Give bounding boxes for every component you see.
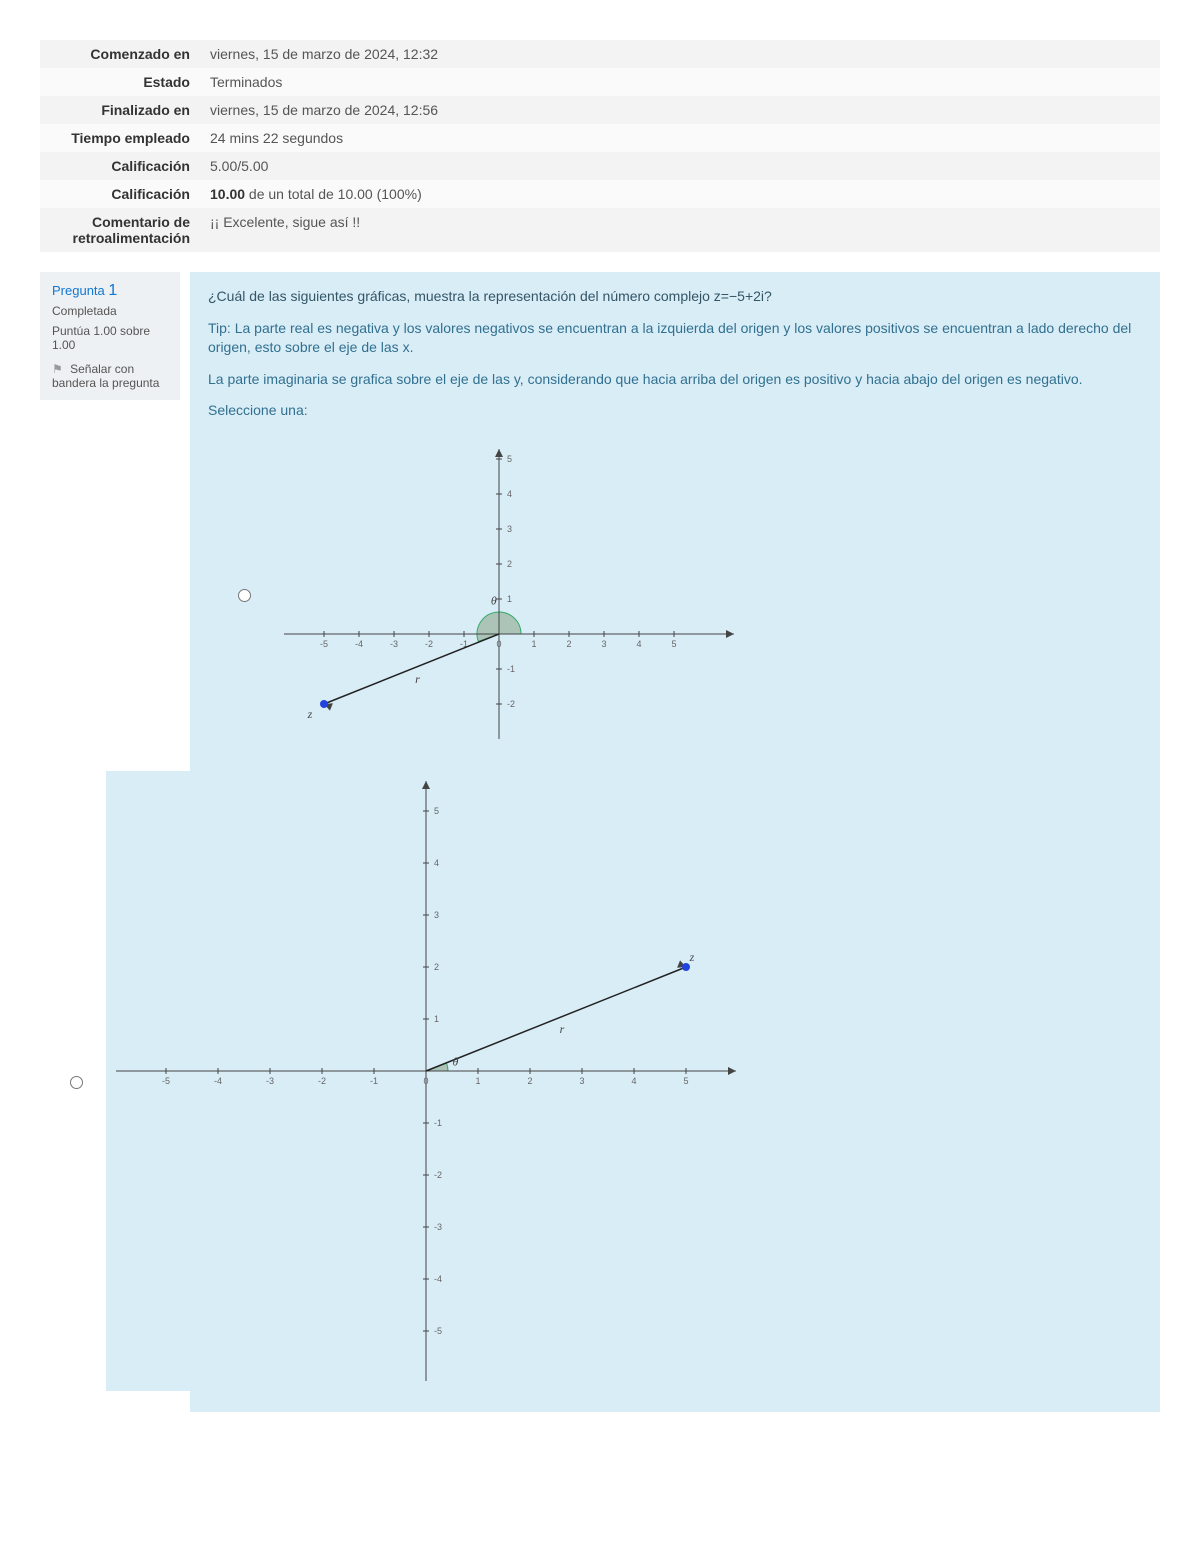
svg-text:-5: -5 xyxy=(162,1076,170,1086)
svg-text:4: 4 xyxy=(434,858,439,868)
question-grade: Puntúa 1.00 sobre 1.00 xyxy=(52,324,168,352)
svg-text:z: z xyxy=(307,707,313,721)
question-state: Completada xyxy=(52,304,168,318)
svg-text:-3: -3 xyxy=(266,1076,274,1086)
svg-text:-3: -3 xyxy=(434,1222,442,1232)
svg-text:θ: θ xyxy=(491,593,497,607)
svg-text:2: 2 xyxy=(434,962,439,972)
summary-label: Calificación xyxy=(40,180,200,208)
summary-label: Finalizado en xyxy=(40,96,200,124)
summary-label: Tiempo empleado xyxy=(40,124,200,152)
question-tip-1: Tip: La parte real es negativa y los val… xyxy=(208,319,1142,358)
svg-text:0: 0 xyxy=(423,1076,428,1086)
question-content: ¿Cuál de las siguientes gráficas, muestr… xyxy=(190,272,1160,1412)
svg-text:3: 3 xyxy=(579,1076,584,1086)
flag-icon: ⚑ xyxy=(52,362,63,376)
svg-text:4: 4 xyxy=(636,639,641,649)
summary-feedback-row: Comentario de retroalimentación¡¡ Excele… xyxy=(40,208,1160,252)
summary-value: 24 mins 22 segundos xyxy=(200,124,1160,152)
svg-text:5: 5 xyxy=(671,639,676,649)
summary-value: viernes, 15 de marzo de 2024, 12:32 xyxy=(200,40,1160,68)
option-b-radio[interactable] xyxy=(70,1076,83,1089)
chart-b-svg: -5 -4 -3 -2 -1 0 1 2 3 4 5 -5 -4 -3 -2 -1 1 2 3 4 5 θ r z xyxy=(106,771,746,1391)
attempt-summary-table: Comenzado enviernes, 15 de marzo de 2024… xyxy=(40,40,1160,252)
summary-label: Estado xyxy=(40,68,200,96)
svg-text:5: 5 xyxy=(434,806,439,816)
svg-text:-1: -1 xyxy=(507,664,515,674)
summary-label: Calificación xyxy=(40,152,200,180)
summary-value: 10.00 de un total de 10.00 (100%) xyxy=(200,180,1160,208)
svg-text:z: z xyxy=(689,950,695,964)
question-number-value: 1 xyxy=(108,282,117,299)
svg-text:-2: -2 xyxy=(318,1076,326,1086)
svg-text:3: 3 xyxy=(434,910,439,920)
svg-text:-5: -5 xyxy=(434,1326,442,1336)
summary-row: Comenzado enviernes, 15 de marzo de 2024… xyxy=(40,40,1160,68)
svg-text:-5: -5 xyxy=(320,639,328,649)
select-one-label: Seleccione una: xyxy=(208,401,1142,421)
svg-text:1: 1 xyxy=(531,639,536,649)
svg-text:-2: -2 xyxy=(507,699,515,709)
svg-text:-1: -1 xyxy=(370,1076,378,1086)
summary-label: Comentario de retroalimentación xyxy=(40,208,200,252)
question-number: Pregunta 1 xyxy=(52,282,168,300)
svg-text:r: r xyxy=(415,672,420,686)
option-b-row: -5 -4 -3 -2 -1 0 1 2 3 4 5 -5 -4 -3 -2 -1 1 2 3 4 5 θ r z xyxy=(40,765,1142,1397)
svg-text:2: 2 xyxy=(527,1076,532,1086)
summary-grade-row: Calificación10.00 de un total de 10.00 (… xyxy=(40,180,1160,208)
svg-text:3: 3 xyxy=(507,524,512,534)
summary-value: viernes, 15 de marzo de 2024, 12:56 xyxy=(200,96,1160,124)
summary-value: Terminados xyxy=(200,68,1160,96)
svg-text:4: 4 xyxy=(507,489,512,499)
svg-text:0: 0 xyxy=(496,639,501,649)
svg-text:-2: -2 xyxy=(434,1170,442,1180)
summary-row: Calificación5.00/5.00 xyxy=(40,152,1160,180)
question-tip-2: La parte imaginaria se grafica sobre el … xyxy=(208,370,1142,390)
svg-text:-4: -4 xyxy=(214,1076,222,1086)
svg-text:2: 2 xyxy=(566,639,571,649)
svg-text:-3: -3 xyxy=(390,639,398,649)
answer-options: -5 -4 -3 -2 -1 0 1 2 3 4 5 -2 -1 1 2 3 4 5 θ r z -5 -4 -3 -2 -1 0… xyxy=(208,433,1142,1397)
flag-question-link[interactable]: ⚑ Señalar con bandera la pregunta xyxy=(52,362,168,390)
svg-text:5: 5 xyxy=(507,454,512,464)
svg-text:5: 5 xyxy=(683,1076,688,1086)
question-info-box: Pregunta 1 Completada Puntúa 1.00 sobre … xyxy=(40,272,180,400)
svg-text:1: 1 xyxy=(434,1014,439,1024)
svg-text:4: 4 xyxy=(631,1076,636,1086)
svg-text:1: 1 xyxy=(507,594,512,604)
option-a-row: -5-4-3-2-1012345-2-112345θrz xyxy=(208,433,1142,755)
chart-a-svg: -5-4-3-2-1012345-2-112345θrz xyxy=(274,439,744,749)
svg-text:-4: -4 xyxy=(434,1274,442,1284)
option-a-chart: -5-4-3-2-1012345-2-112345θrz xyxy=(274,439,744,749)
svg-text:1: 1 xyxy=(475,1076,480,1086)
question-label: Pregunta xyxy=(52,283,105,298)
summary-value: 5.00/5.00 xyxy=(200,152,1160,180)
summary-label: Comenzado en xyxy=(40,40,200,68)
flag-text: Señalar con bandera la pregunta xyxy=(52,362,159,390)
question-text: ¿Cuál de las siguientes gráficas, muestr… xyxy=(208,287,1142,307)
svg-text:r: r xyxy=(560,1022,565,1036)
summary-row: EstadoTerminados xyxy=(40,68,1160,96)
svg-text:-2: -2 xyxy=(425,639,433,649)
option-a-radio[interactable] xyxy=(238,589,251,602)
option-b-chart: -5 -4 -3 -2 -1 0 1 2 3 4 5 -5 -4 -3 -2 -1 1 2 3 4 5 θ r z xyxy=(106,771,746,1391)
svg-text:2: 2 xyxy=(507,559,512,569)
summary-row: Finalizado enviernes, 15 de marzo de 202… xyxy=(40,96,1160,124)
summary-row: Tiempo empleado24 mins 22 segundos xyxy=(40,124,1160,152)
svg-text:-1: -1 xyxy=(434,1118,442,1128)
svg-text:θ: θ xyxy=(452,1054,458,1068)
svg-text:-4: -4 xyxy=(355,639,363,649)
summary-value: ¡¡ Excelente, sigue así !! xyxy=(200,208,1160,252)
question-layout: Pregunta 1 Completada Puntúa 1.00 sobre … xyxy=(40,272,1160,1412)
svg-text:3: 3 xyxy=(601,639,606,649)
